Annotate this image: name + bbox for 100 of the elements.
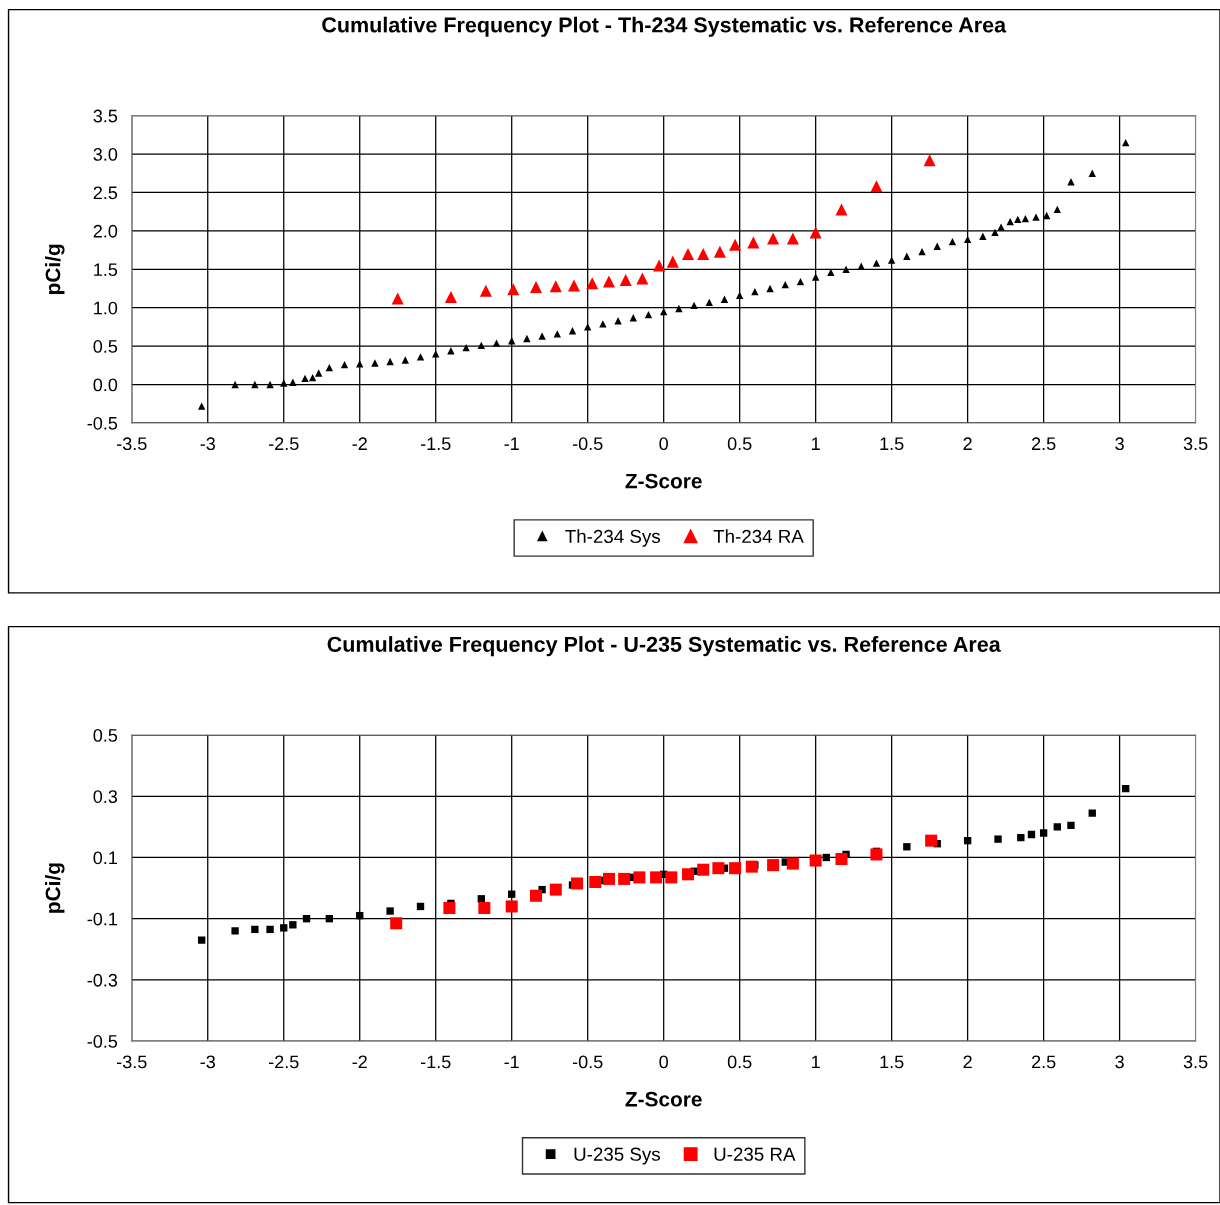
- x-tick-label: 3.5: [1183, 1055, 1208, 1069]
- point: [356, 911, 364, 920]
- point: [697, 863, 710, 876]
- x-tick-label: 0.5: [727, 437, 752, 451]
- point: [289, 921, 297, 929]
- point: [681, 868, 695, 881]
- y-tick-label: -0.5: [87, 416, 118, 430]
- point: [390, 917, 403, 930]
- y-tick-label: 1.5: [94, 263, 118, 277]
- x-tick-label: -2: [352, 437, 367, 450]
- point: [923, 154, 936, 167]
- legend-label: U-235 RA: [714, 1147, 796, 1161]
- y-tick-label: -0.1: [87, 912, 117, 926]
- y-tick-label: 0.5: [93, 340, 118, 353]
- point: [568, 279, 581, 292]
- x-tick-label: 3: [1115, 1055, 1124, 1069]
- point: [602, 275, 615, 288]
- point: [747, 236, 760, 249]
- y-axis-title: pCi/g: [45, 244, 65, 294]
- point: [1039, 829, 1048, 837]
- point: [505, 900, 518, 913]
- point: [251, 925, 259, 934]
- point: [809, 226, 822, 239]
- y-tick-label: 0.0: [93, 378, 118, 392]
- y-tick-label: 3.0: [93, 148, 118, 161]
- x-tick-label: 3: [1115, 437, 1124, 451]
- chart-title: Cumulative Frequency Plot - Th-234 Systematic vs. Reference Area: [322, 16, 1007, 37]
- point: [530, 889, 543, 902]
- x-tick-label: -2.5: [268, 1055, 299, 1069]
- x-tick-label: 2: [963, 1055, 972, 1069]
- y-tick-label: 2.5: [93, 186, 118, 200]
- point: [666, 255, 679, 268]
- y-tick-label: 0.5: [93, 728, 118, 742]
- point: [653, 259, 666, 272]
- x-tick-label: -1.5: [420, 437, 451, 451]
- x-tick-label: 0.5: [727, 1055, 752, 1069]
- x-tick-label: -0.5: [572, 437, 603, 451]
- point: [478, 901, 491, 914]
- point: [745, 860, 758, 873]
- point: [589, 875, 602, 888]
- y-tick-label: 0.3: [93, 790, 118, 803]
- point: [681, 247, 695, 260]
- point: [665, 871, 678, 884]
- point: [1088, 809, 1096, 817]
- x-tick-label: -1: [504, 437, 519, 450]
- x-tick-label: 2.5: [1031, 437, 1056, 451]
- x-tick-label: 1.5: [880, 437, 904, 451]
- point: [650, 871, 663, 884]
- point: [870, 848, 883, 861]
- legend-label: Th-234 Sys: [565, 529, 660, 547]
- point: [1027, 830, 1036, 839]
- point: [479, 284, 492, 297]
- point: [386, 907, 394, 915]
- point: [619, 274, 632, 287]
- point: [302, 915, 311, 923]
- point: [602, 872, 615, 885]
- x-axis-title: Z-Score: [625, 1091, 702, 1107]
- point: [729, 238, 742, 251]
- x-tick-label: 2: [963, 437, 972, 450]
- y-tick-label: 0.1: [93, 851, 117, 865]
- y-tick-label: 3.5: [93, 109, 118, 123]
- point: [508, 890, 516, 898]
- point: [822, 853, 830, 862]
- y-tick-label: 2.0: [93, 224, 118, 238]
- point: [325, 915, 334, 923]
- point: [444, 290, 457, 303]
- point: [767, 232, 780, 245]
- point: [266, 925, 274, 934]
- point: [618, 872, 631, 885]
- point: [636, 272, 649, 285]
- point: [925, 834, 938, 847]
- point: [507, 283, 520, 296]
- x-tick-label: 1.5: [880, 1055, 904, 1069]
- point: [712, 862, 725, 875]
- x-tick-label: 0: [659, 437, 668, 451]
- point: [729, 862, 742, 875]
- point: [786, 232, 799, 245]
- legend-label: Th-234 RA: [713, 529, 804, 544]
- point: [835, 203, 848, 216]
- y-tick-label: -0.3: [87, 973, 118, 987]
- point: [416, 902, 425, 911]
- x-tick-label: -3.5: [117, 437, 147, 451]
- point: [633, 871, 646, 884]
- y-tick-label: 1.0: [94, 301, 118, 315]
- point: [767, 859, 780, 872]
- point: [1053, 823, 1061, 831]
- point: [391, 292, 404, 305]
- legend-label: U-235 Sys: [574, 1147, 660, 1165]
- point: [1122, 784, 1130, 793]
- point: [697, 247, 710, 260]
- x-tick-label: 2.5: [1031, 1055, 1056, 1069]
- x-tick-label: 1: [812, 1055, 820, 1069]
- point: [835, 852, 848, 866]
- x-tick-label: -3: [200, 437, 215, 451]
- point: [231, 927, 239, 935]
- point: [1017, 833, 1025, 842]
- x-tick-label: 1: [812, 437, 820, 450]
- y-axis-title: pCi/g: [45, 863, 65, 913]
- x-tick-label: -3: [200, 1055, 215, 1069]
- point: [549, 280, 562, 293]
